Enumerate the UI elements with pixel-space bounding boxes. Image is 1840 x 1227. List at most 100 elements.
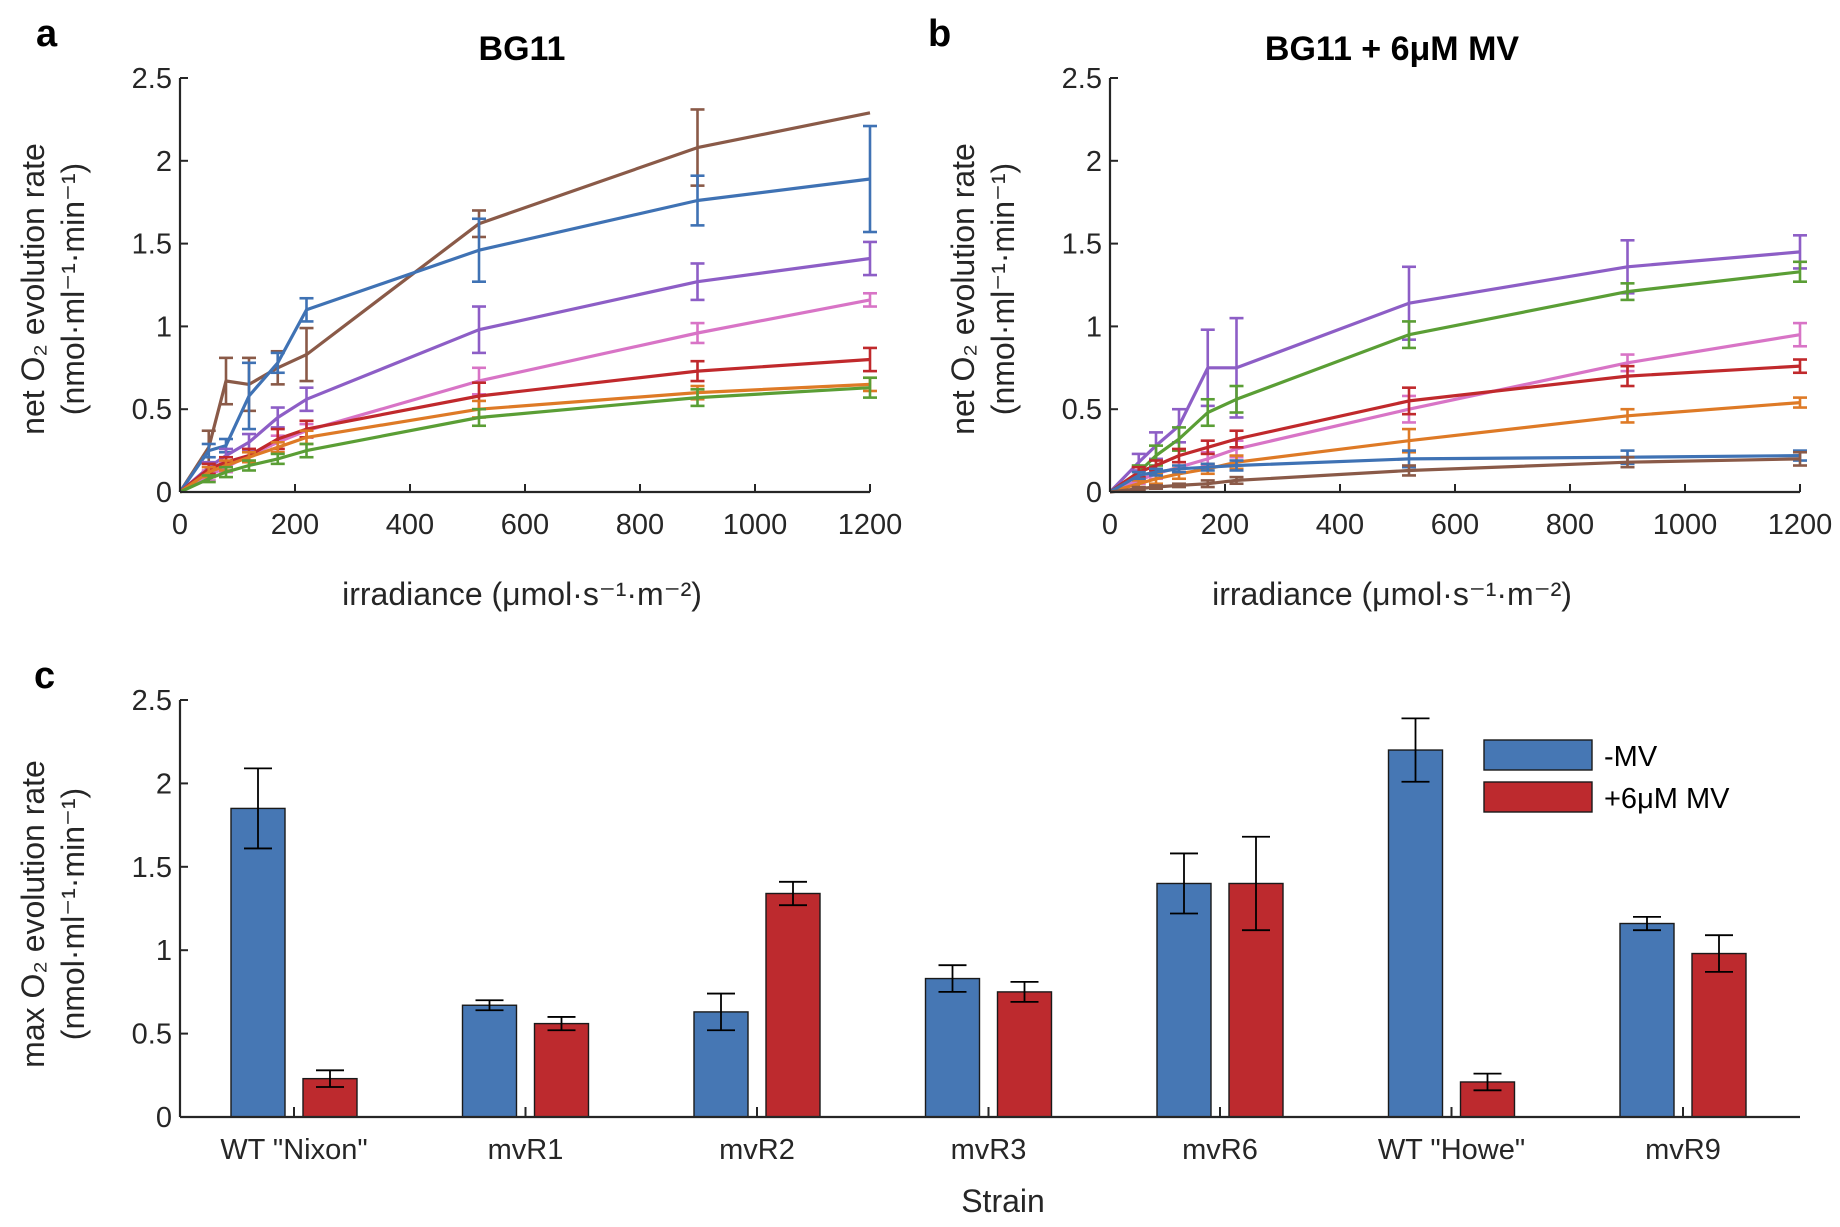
series-line-red — [178, 357, 871, 494]
x-tick-label: WT "Nixon" — [220, 1134, 367, 1166]
y-tick-label: 0 — [156, 1102, 172, 1134]
error-bar — [1793, 396, 1807, 409]
error-bar — [690, 388, 705, 408]
error-bar — [863, 240, 877, 277]
error-bar — [863, 346, 877, 373]
error-bar — [1172, 447, 1186, 464]
error-bar — [242, 361, 256, 431]
error-bar — [1200, 462, 1215, 472]
error-bar — [472, 305, 486, 355]
panel-c-xlabel: Strain — [961, 1183, 1045, 1219]
error-bar — [1131, 485, 1146, 492]
error-bar — [690, 174, 705, 227]
x-tick-label: 600 — [501, 509, 549, 541]
x-tick-label: mvR2 — [719, 1134, 795, 1166]
error-bar — [1229, 459, 1244, 472]
panel-b-axes: 0 200 400 600 800 1000 1200 0 0.5 1 1.5 2 2.5 — [1062, 63, 1833, 541]
x-tick-label: WT "Howe" — [1378, 1134, 1525, 1166]
error-bar — [1793, 321, 1807, 348]
bar-error — [1401, 717, 1430, 783]
panel-b-ylabel-line2: (nmol·ml⁻¹·min⁻¹) — [985, 163, 1021, 415]
legend-swatch — [1483, 739, 1593, 771]
y-tick-label: 2 — [156, 768, 172, 800]
error-bar — [299, 386, 314, 413]
error-bar — [1793, 260, 1807, 283]
panel-a-axes: 0 200 400 600 800 1000 1200 0 0.5 1 1.5 2 2.5 — [132, 63, 903, 541]
y-tick-label: 0.5 — [132, 1019, 172, 1051]
panel-c-bars — [230, 717, 1747, 1118]
panel-c-axes: WT "Nixon" mvR1 mvR2 mvR3 mvR6 WT "Howe" mvR9 0… — [132, 685, 1800, 1166]
error-bar — [1402, 386, 1416, 416]
bar-minus-mv — [1619, 922, 1675, 1118]
x-tick-label: mvR9 — [1645, 1134, 1721, 1166]
y-tick-label: 1 — [156, 935, 172, 967]
error-bar — [1229, 384, 1244, 414]
panel-b-title: BG11 + 6μM MV — [1265, 30, 1519, 68]
error-bar — [1620, 364, 1635, 388]
error-bar — [1620, 455, 1635, 469]
error-bar — [1229, 475, 1244, 486]
bar-error — [475, 999, 504, 1012]
error-bar — [1793, 450, 1807, 467]
panel-b-ylabel-line1: net O₂ evolution rate — [945, 143, 981, 435]
series-red — [1109, 358, 1807, 494]
bar-error — [547, 1016, 576, 1032]
panel-b-xlabel: irradiance (μmol·s⁻¹·m⁻²) — [1212, 576, 1572, 612]
bar-error — [1633, 915, 1661, 932]
legend-swatch — [1483, 781, 1593, 813]
y-tick-label: 2 — [156, 146, 172, 178]
bar-minus-mv — [1387, 749, 1444, 1118]
error-bar — [690, 321, 705, 345]
error-bar — [270, 351, 285, 375]
panel-c-legend: -MV +6μM MV — [1483, 739, 1730, 815]
error-bar — [1149, 467, 1163, 477]
error-bar — [1172, 482, 1186, 489]
panel-b-chart: 0 200 400 600 800 1000 1200 0 0.5 1 1.5 2 2.5 irradi… — [945, 63, 1832, 612]
error-bar — [299, 326, 314, 383]
x-tick-label: 1200 — [838, 509, 903, 541]
x-tick-label: 400 — [1316, 509, 1364, 541]
error-bar — [472, 217, 486, 283]
y-tick-label: 2.5 — [1062, 63, 1102, 95]
x-tick-label: 800 — [616, 509, 664, 541]
panel-a-ylabel-line2: (nmol·ml⁻¹·min⁻¹) — [55, 163, 91, 415]
error-bar — [201, 442, 216, 459]
error-bar — [270, 452, 285, 466]
panel-a-letter: a — [36, 13, 58, 55]
y-tick-label: 1 — [1086, 311, 1102, 343]
x-tick-label: 200 — [1201, 509, 1249, 541]
y-tick-label: 1.5 — [132, 229, 172, 261]
bar-error — [1473, 1072, 1502, 1092]
x-tick-label: 0 — [172, 509, 188, 541]
y-tick-label: 1.5 — [1062, 229, 1102, 261]
y-tick-label: 0.5 — [132, 394, 172, 426]
error-bar — [1200, 439, 1215, 456]
error-bar — [270, 441, 285, 454]
panel-c-letter: c — [34, 655, 55, 697]
error-bar — [1793, 358, 1807, 375]
error-bar — [201, 474, 216, 484]
bar-plus-mv — [1691, 952, 1747, 1118]
error-bar — [1402, 464, 1416, 477]
error-bar — [690, 359, 705, 383]
y-tick-label: 1 — [156, 311, 172, 343]
bar-error — [707, 992, 735, 1032]
error-bar — [1620, 407, 1635, 424]
legend-label: +6μM MV — [1604, 783, 1730, 815]
panel-a-series — [178, 108, 877, 494]
panel-c-chart: WT "Nixon" mvR1 mvR2 mvR3 mvR6 WT "Howe" mvR9 0… — [15, 685, 1800, 1219]
error-bar — [472, 407, 486, 428]
x-tick-label: 0 — [1102, 509, 1118, 541]
error-bar — [1229, 429, 1244, 449]
bar-error — [938, 964, 967, 993]
bar-error — [779, 880, 807, 907]
error-bar — [1200, 479, 1215, 489]
bar-minus-mv — [1156, 882, 1212, 1118]
bar-minus-mv — [924, 977, 981, 1118]
error-bar — [1172, 464, 1186, 474]
x-tick-label: 400 — [386, 509, 434, 541]
x-tick-label: mvR1 — [488, 1134, 564, 1166]
error-bar — [270, 406, 285, 429]
bar-plus-mv — [533, 1022, 590, 1118]
